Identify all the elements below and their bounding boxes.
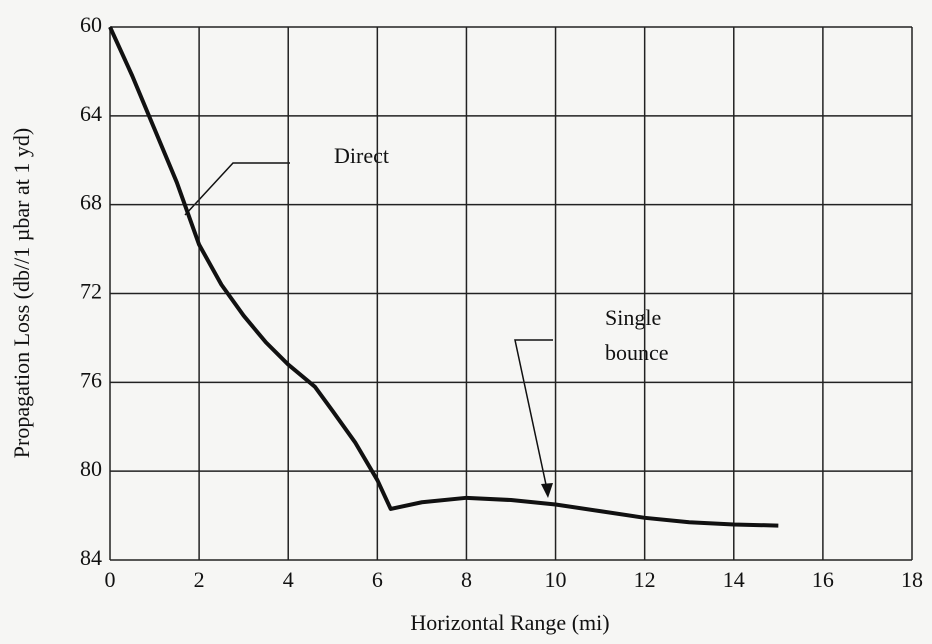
x-tick-label: 14 xyxy=(723,567,745,592)
x-tick-label: 8 xyxy=(461,567,472,592)
y-tick-label: 60 xyxy=(80,12,102,37)
y-tick-label: 80 xyxy=(80,456,102,481)
data-line xyxy=(108,26,779,528)
annotation: Single xyxy=(605,305,661,330)
leader-line xyxy=(514,339,553,495)
x-tick-label: 18 xyxy=(901,567,923,592)
y-tick-label: 64 xyxy=(80,101,102,126)
x-tick-label: 6 xyxy=(372,567,383,592)
y-tick-label: 84 xyxy=(80,545,102,570)
y-tick-label: 76 xyxy=(80,367,102,392)
x-tick-label: 12 xyxy=(634,567,656,592)
annotation: bounce xyxy=(605,340,669,365)
x-axis-label: Horizontal Range (mi) xyxy=(410,610,609,635)
y-tick-label: 72 xyxy=(80,279,102,304)
leader-line xyxy=(184,162,290,216)
x-tick-label: 2 xyxy=(194,567,205,592)
x-tick-label: 0 xyxy=(105,567,116,592)
x-tick-label: 10 xyxy=(545,567,567,592)
annotation: Direct xyxy=(334,143,389,168)
x-tick-label: 16 xyxy=(812,567,834,592)
x-tick-label: 4 xyxy=(283,567,294,592)
arrow-head xyxy=(541,483,553,498)
y-tick-label: 68 xyxy=(80,190,102,215)
y-axis-label: Propagation Loss (db//1 µbar at 1 yd) xyxy=(9,128,34,458)
